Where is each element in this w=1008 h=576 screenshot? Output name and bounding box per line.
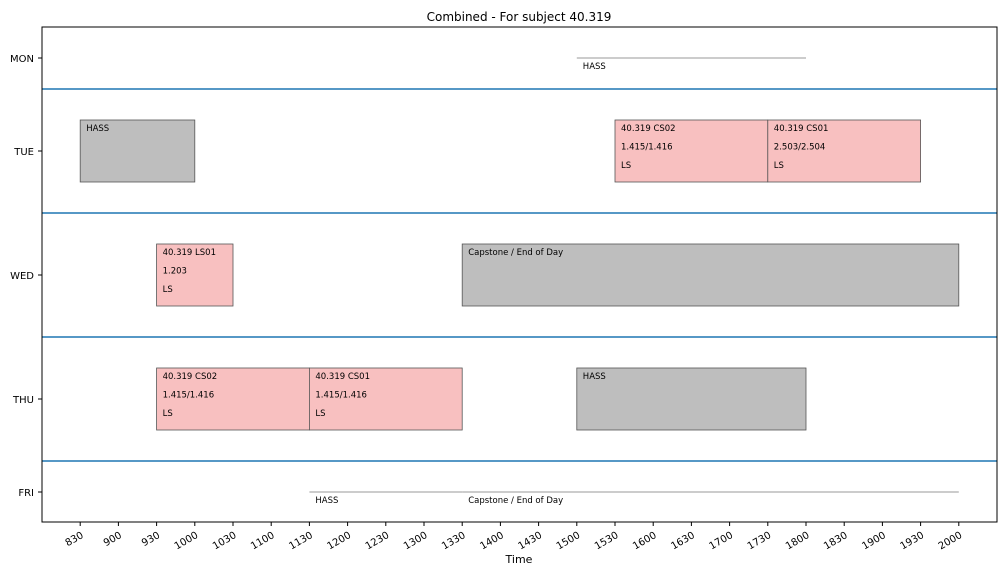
event-label: 40.319 CS01 <box>315 372 370 382</box>
event-block: Capstone / End of Day <box>462 491 959 506</box>
x-tick-label: 1030 <box>211 530 239 552</box>
event-block: 40.319 CS02 1.415/1.416 LS <box>156 367 310 431</box>
event-label: HASS <box>583 372 606 382</box>
event-label: LS <box>315 409 325 419</box>
x-tick-label: 1500 <box>555 530 583 552</box>
x-tick-label: 2000 <box>937 530 965 552</box>
event-rect <box>614 119 769 183</box>
x-tick-label: 900 <box>102 530 124 549</box>
event-block: HASS <box>576 57 806 72</box>
x-tick-label: 1300 <box>402 530 430 552</box>
x-tick-label: 830 <box>64 530 86 549</box>
x-tick-label: 1630 <box>669 530 697 552</box>
x-axis-label: Time <box>505 553 533 566</box>
event-rect <box>156 367 310 431</box>
event-label: HASS <box>86 124 109 134</box>
x-tick-label: 1430 <box>517 530 545 552</box>
event-label: LS <box>163 285 173 295</box>
event-label: LS <box>163 409 173 419</box>
event-rect <box>767 119 921 183</box>
event-label: LS <box>621 161 631 171</box>
x-tick-label: 1100 <box>249 530 277 552</box>
event-label: 1.415/1.416 <box>163 391 215 401</box>
event-label: 1.415/1.416 <box>621 143 673 153</box>
event-label: Capstone / End of Day <box>468 248 563 258</box>
y-tick-label: TUE <box>13 147 34 158</box>
event-rect <box>156 243 234 307</box>
y-axis: MON TUE WED THU FRI <box>10 54 42 499</box>
y-tick-label: WED <box>10 271 34 282</box>
event-block: 40.319 LS01 1.203 LS <box>156 243 234 307</box>
event-block: 40.319 CS01 2.503/2.504 LS <box>767 119 921 183</box>
x-tick-label: 1830 <box>822 530 850 552</box>
x-tick-label: 1530 <box>593 530 621 552</box>
event-label: LS <box>774 161 784 171</box>
event-block: HASS <box>79 119 196 183</box>
event-label: HASS <box>315 496 338 506</box>
event-rect <box>461 243 960 307</box>
x-axis: 830 900 930 1000 1030 1100 1130 1200 1230 1300 133… <box>64 522 965 552</box>
x-tick-label: 1200 <box>326 530 354 552</box>
event-label: 40.319 CS02 <box>163 372 218 382</box>
x-tick-label: 1900 <box>860 530 888 552</box>
event-label: 2.503/2.504 <box>774 143 826 153</box>
x-tick-label: 1230 <box>364 530 392 552</box>
event-label: 40.319 CS01 <box>774 124 829 134</box>
chart-title: Combined - For subject 40.319 <box>427 10 612 24</box>
event-rect <box>576 367 807 431</box>
x-tick-label: 1600 <box>631 530 659 552</box>
x-tick-label: 1800 <box>784 530 812 552</box>
event-label: Capstone / End of Day <box>468 496 563 506</box>
x-tick-label: 1700 <box>708 530 736 552</box>
y-tick-label: MON <box>10 54 34 65</box>
event-block: 40.319 CS02 1.415/1.416 LS <box>614 119 769 183</box>
event-rect <box>308 367 463 431</box>
x-tick-label: 1930 <box>899 530 927 552</box>
event-block: Capstone / End of Day <box>461 243 960 307</box>
x-tick-label: 1400 <box>478 530 506 552</box>
event-block: HASS <box>576 367 807 431</box>
x-tick-label: 1730 <box>746 530 774 552</box>
day-separators <box>42 88 997 462</box>
x-tick-label: 1130 <box>287 530 315 552</box>
y-tick-label: FRI <box>18 488 34 499</box>
event-block: HASS <box>309 491 463 506</box>
event-label: HASS <box>583 62 606 72</box>
y-tick-label: THU <box>12 395 34 406</box>
event-label: 1.203 <box>163 267 187 277</box>
x-tick-label: 1330 <box>440 530 468 552</box>
event-label: 40.319 CS02 <box>621 124 676 134</box>
x-tick-label: 1000 <box>173 530 201 552</box>
event-rect <box>79 119 196 183</box>
event-label: 40.319 LS01 <box>163 248 216 258</box>
x-tick-label: 930 <box>140 530 162 549</box>
event-label: 1.415/1.416 <box>315 391 367 401</box>
event-block: 40.319 CS01 1.415/1.416 LS <box>308 367 463 431</box>
